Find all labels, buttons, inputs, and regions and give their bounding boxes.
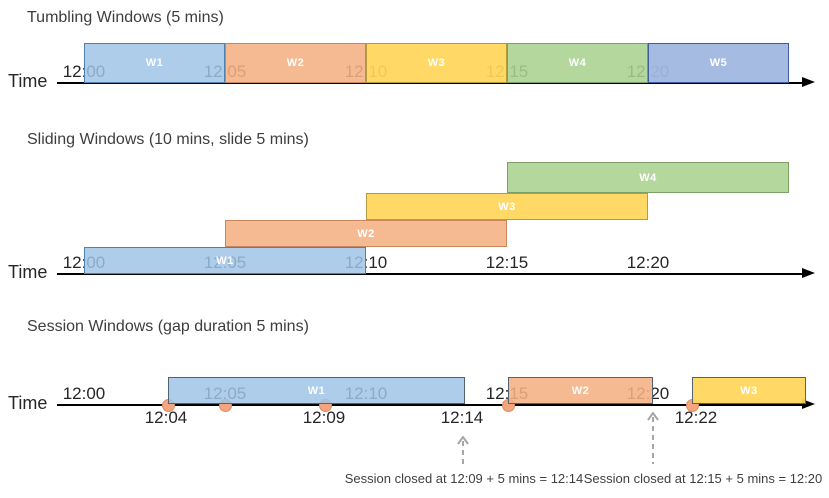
session-event-label-1222: 12:22 — [674, 408, 718, 427]
session-axis-arrowhead-icon — [802, 399, 815, 409]
tumbling-section-title: Tumbling Windows (5 mins) — [27, 9, 224, 26]
sliding-window-w1-label: W1 — [216, 254, 234, 267]
session-window-w1: W1 — [168, 377, 465, 404]
sliding-window-w2-label: W2 — [357, 227, 375, 240]
sliding-window-w1: W1 — [84, 247, 366, 274]
tumbling-time-axis-line — [57, 82, 804, 84]
session-event-label-1209: 12:09 — [302, 408, 346, 427]
tumbling-window-w2: W2 — [225, 43, 366, 83]
sliding-time-axis-label: Time — [8, 262, 48, 282]
sliding-axis-arrowhead-icon — [802, 268, 815, 278]
session-time-axis-label: Time — [8, 393, 48, 413]
sliding-section-title: Sliding Windows (10 mins, slide 5 mins) — [27, 131, 309, 148]
sliding-window-w4-label: W4 — [639, 171, 657, 184]
dashed-up-arrow-icon-2 — [647, 412, 659, 464]
session-section-title: Session Windows (gap duration 5 mins) — [27, 318, 309, 335]
tumbling-axis-arrowhead-icon — [802, 77, 815, 87]
tumbling-time-axis-label: Time — [8, 71, 48, 91]
session-closed-annotation-2: Session closed at 12:15 + 5 mins = 12:20 — [583, 471, 823, 486]
sliding-time-axis-line — [57, 273, 804, 275]
tumbling-window-w1-label: W1 — [145, 57, 164, 69]
session-window-w3-label: W3 — [740, 384, 758, 397]
tumbling-window-w3: W3 — [366, 43, 507, 83]
sliding-window-w4: W4 — [507, 162, 789, 193]
sliding-window-w3: W3 — [366, 193, 648, 220]
session-window-w3: W3 — [692, 377, 806, 404]
tumbling-window-w1: W1 — [84, 43, 225, 83]
session-window-w2-label: W2 — [571, 384, 590, 397]
sliding-window-w3-label: W3 — [498, 200, 516, 213]
tumbling-window-w5-label: W5 — [709, 57, 728, 69]
session-time-axis-line — [57, 404, 804, 406]
tumbling-window-w4: W4 — [507, 43, 648, 83]
tumbling-window-w3-label: W3 — [427, 57, 446, 69]
sliding-window-w2: W2 — [225, 220, 507, 247]
session-tick-1200: 12:00 — [62, 384, 106, 403]
sliding-tick-1215: 12:15 — [485, 253, 529, 272]
session-closed-annotation-1: Session closed at 12:09 + 5 mins = 12:14 — [344, 471, 584, 486]
session-event-label-1214: 12:14 — [440, 408, 484, 427]
session-window-w2: W2 — [508, 377, 653, 404]
sliding-tick-1220: 12:20 — [626, 253, 670, 272]
tumbling-window-w5: W5 — [648, 43, 789, 83]
tumbling-window-w4-label: W4 — [568, 57, 587, 69]
session-window-w1-label: W1 — [307, 384, 326, 397]
tumbling-window-w2-label: W2 — [286, 57, 305, 69]
session-event-label-1204: 12:04 — [144, 408, 188, 427]
dashed-up-arrow-icon-1 — [457, 436, 469, 466]
